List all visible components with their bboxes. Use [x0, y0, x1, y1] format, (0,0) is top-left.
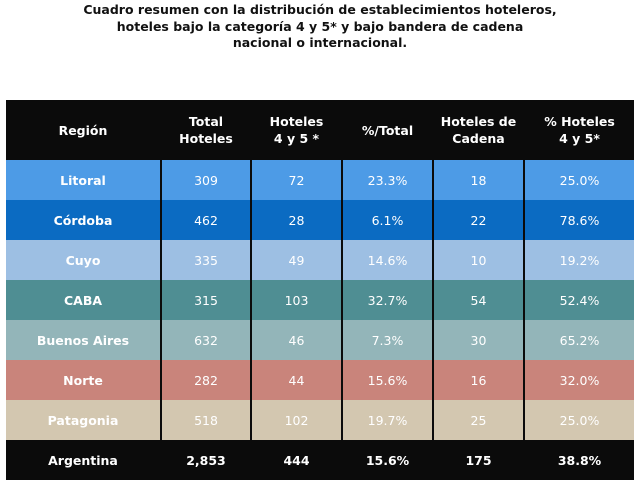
cell-pct-total: 32.7% — [343, 280, 432, 320]
cell-pct-hoteles-4-5: 19.2% — [525, 240, 634, 280]
header-cadena-l1: Hoteles de — [440, 114, 517, 129]
total-pct-total: 15.6% — [365, 452, 410, 468]
header-cadena-l2: Cadena — [452, 131, 505, 146]
cell-region: Córdoba — [6, 200, 160, 240]
table-row: Litoral 309 72 23.3% 18 25.0% — [6, 160, 634, 200]
cell-hoteles-cadena: 18 — [434, 160, 523, 200]
cell-hoteles-4-5: 28 — [252, 200, 341, 240]
cell-hoteles-4-5: 46 — [252, 320, 341, 360]
cell-total-hoteles: 315 — [162, 280, 250, 320]
cell-region: Cuyo — [6, 240, 160, 280]
cell-hoteles-cadena: 30 — [434, 320, 523, 360]
page-title: Cuadro resumen con la distribución de es… — [0, 2, 640, 52]
cell-hoteles-cadena: 22 — [434, 200, 523, 240]
header-pct-h45-l2: 4 y 5* — [559, 131, 600, 146]
header-h45-l1: Hoteles — [269, 114, 324, 129]
cell-region: Litoral — [6, 160, 160, 200]
total-pct-hoteles-4-5: 38.8% — [557, 452, 602, 468]
table-row: Cuyo 335 49 14.6% 10 19.2% — [6, 240, 634, 280]
table-row: Buenos Aires 632 46 7.3% 30 65.2% — [6, 320, 634, 360]
header-total-l1: Total — [188, 114, 224, 129]
header-region: Región — [6, 100, 160, 160]
cell-hoteles-4-5: 72 — [252, 160, 341, 200]
cell-total-hoteles: 462 — [162, 200, 250, 240]
cell-pct-total: 6.1% — [343, 200, 432, 240]
cell-hoteles-cadena: 10 — [434, 240, 523, 280]
cell-pct-total: 19.7% — [343, 400, 432, 440]
table-row: Patagonia 518 102 19.7% 25 25.0% — [6, 400, 634, 440]
cell-pct-hoteles-4-5: 32.0% — [525, 360, 634, 400]
table-row: Córdoba 462 28 6.1% 22 78.6% — [6, 200, 634, 240]
table-row: CABA 315 103 32.7% 54 52.4% — [6, 280, 634, 320]
header-pct-hoteles-4-5: % Hoteles 4 y 5* — [525, 100, 634, 160]
table-body: Litoral 309 72 23.3% 18 25.0% Córdoba 462 28 6.1%… — [6, 160, 634, 440]
cell-region: CABA — [6, 280, 160, 320]
cell-hoteles-4-5: 102 — [252, 400, 341, 440]
cell-total-hoteles: 309 — [162, 160, 250, 200]
title-line-3: nacional o internacional. — [232, 35, 408, 50]
total-region: Argentina — [48, 452, 118, 468]
cell-total-hoteles: 282 — [162, 360, 250, 400]
cell-hoteles-4-5: 103 — [252, 280, 341, 320]
cell-region: Norte — [6, 360, 160, 400]
cell-pct-total: 15.6% — [343, 360, 432, 400]
cell-hoteles-cadena: 25 — [434, 400, 523, 440]
header-hoteles-cadena: Hoteles de Cadena — [434, 100, 523, 160]
title-line-2: hoteles bajo la categoría 4 y 5* y bajo … — [116, 18, 524, 34]
cell-pct-total: 7.3% — [343, 320, 432, 360]
header-pct-total-l1: %/Total — [361, 122, 414, 138]
hotel-summary-table: Región Total Hoteles Hoteles 4 y 5 * %/Tot… — [6, 100, 634, 480]
cell-total-hoteles: 632 — [162, 320, 250, 360]
header-region-l1: Región — [58, 122, 108, 138]
cell-hoteles-4-5: 49 — [252, 240, 341, 280]
total-total-hoteles: 2,853 — [186, 452, 226, 468]
total-hoteles-cadena: 175 — [465, 452, 492, 468]
cell-pct-hoteles-4-5: 25.0% — [525, 160, 634, 200]
title-line-1: Cuadro resumen con la distribución de es… — [83, 2, 557, 17]
cell-region: Patagonia — [6, 400, 160, 440]
cell-total-hoteles: 335 — [162, 240, 250, 280]
cell-pct-hoteles-4-5: 52.4% — [525, 280, 634, 320]
header-hoteles-4-5: Hoteles 4 y 5 * — [252, 100, 341, 160]
total-hoteles-4-5: 444 — [283, 452, 310, 468]
cell-hoteles-cadena: 16 — [434, 360, 523, 400]
table-total-row: Argentina 2,853 444 15.6% 175 38.8% — [6, 440, 634, 480]
cell-pct-total: 23.3% — [343, 160, 432, 200]
cell-region: Buenos Aires — [6, 320, 160, 360]
cell-hoteles-4-5: 44 — [252, 360, 341, 400]
table-header-row: Región Total Hoteles Hoteles 4 y 5 * %/Tot… — [6, 100, 634, 160]
header-h45-l2: 4 y 5 * — [273, 131, 320, 146]
table-row: Norte 282 44 15.6% 16 32.0% — [6, 360, 634, 400]
header-pct-h45-l1: % Hoteles — [544, 114, 615, 129]
header-pct-total: %/Total — [343, 100, 432, 160]
cell-pct-hoteles-4-5: 25.0% — [525, 400, 634, 440]
cell-hoteles-cadena: 54 — [434, 280, 523, 320]
header-total-l2: Hoteles — [179, 131, 233, 146]
cell-pct-total: 14.6% — [343, 240, 432, 280]
cell-pct-hoteles-4-5: 65.2% — [525, 320, 634, 360]
cell-total-hoteles: 518 — [162, 400, 250, 440]
cell-pct-hoteles-4-5: 78.6% — [525, 200, 634, 240]
header-total-hoteles: Total Hoteles — [162, 100, 250, 160]
